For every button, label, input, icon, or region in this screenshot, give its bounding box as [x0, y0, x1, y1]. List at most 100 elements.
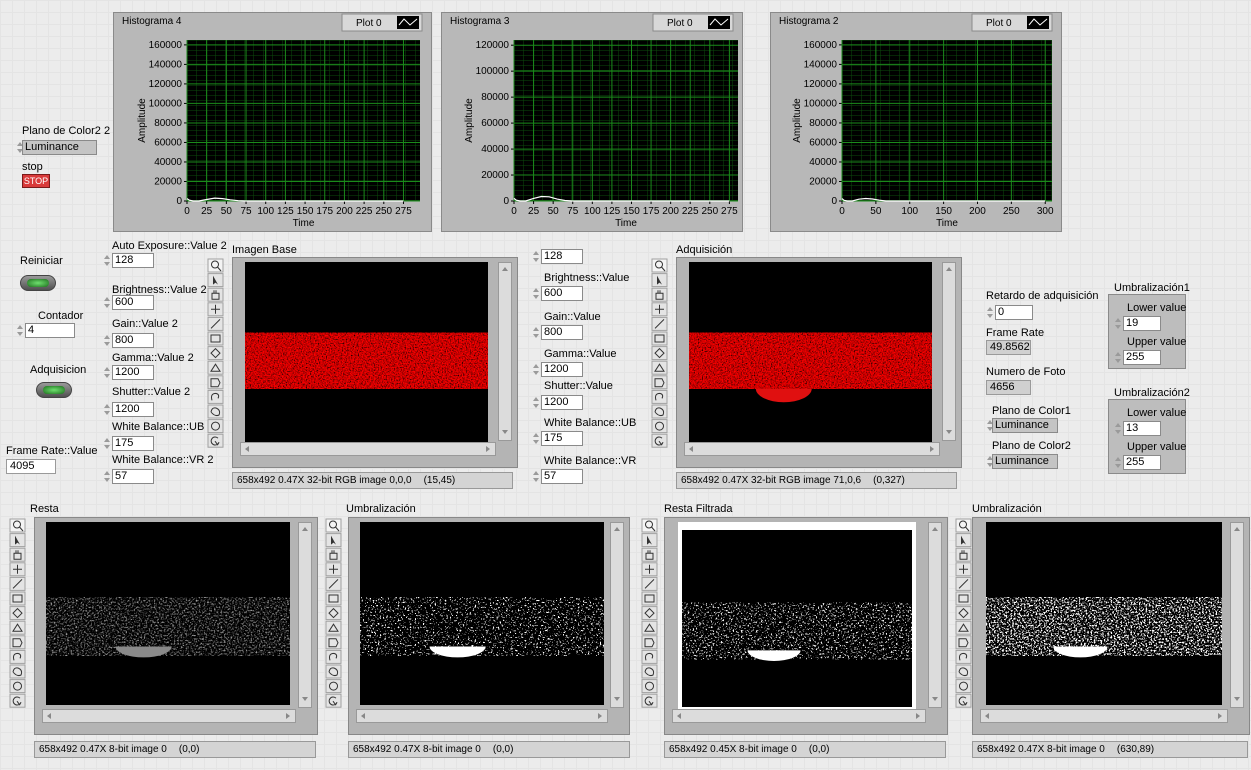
toolbar-button[interactable]: [652, 376, 667, 389]
toolbar-button[interactable]: [956, 592, 971, 605]
toolbar-button[interactable]: [956, 680, 971, 693]
numeric-control[interactable]: 1200: [541, 362, 583, 377]
ring-control[interactable]: Luminance: [992, 454, 1058, 469]
toolbar-button[interactable]: [208, 347, 223, 360]
numeric-control[interactable]: 1200: [112, 365, 154, 380]
toolbar-button[interactable]: [652, 303, 667, 316]
toolbar-button[interactable]: [208, 317, 223, 330]
toolbar-button[interactable]: [10, 636, 25, 649]
ring-control[interactable]: Luminance: [22, 140, 97, 155]
numeric-control[interactable]: 255: [1123, 455, 1161, 470]
toolbar-button[interactable]: [956, 665, 971, 678]
numeric-control[interactable]: 128: [541, 249, 583, 264]
toolbar-button[interactable]: [10, 621, 25, 634]
toolbar-button[interactable]: [208, 259, 223, 272]
toolbar-button[interactable]: [326, 592, 341, 605]
toolbar-button[interactable]: [652, 317, 667, 330]
toolbar-button[interactable]: [10, 694, 25, 707]
toolbar-button[interactable]: [326, 548, 341, 561]
numeric-control[interactable]: 800: [541, 325, 583, 340]
ring-control[interactable]: Luminance: [992, 418, 1058, 433]
toolbar-button[interactable]: [652, 390, 667, 403]
toolbar-button[interactable]: [326, 519, 341, 532]
toolbar-button[interactable]: [326, 650, 341, 663]
toolbar-button[interactable]: [208, 405, 223, 418]
toolbar-button[interactable]: [642, 694, 657, 707]
toolbar-button[interactable]: [642, 607, 657, 620]
toolbar-button[interactable]: [208, 390, 223, 403]
numeric-control[interactable]: 4: [25, 323, 75, 338]
toolbar-button[interactable]: [642, 548, 657, 561]
toolbar-button[interactable]: [10, 563, 25, 576]
toolbar-button[interactable]: [10, 548, 25, 561]
toolbar-button[interactable]: [652, 361, 667, 374]
toolbar-button[interactable]: [10, 650, 25, 663]
toolbar-button[interactable]: [208, 303, 223, 316]
toolbar-button[interactable]: [208, 434, 223, 447]
toolbar-button[interactable]: [10, 607, 25, 620]
numeric-control[interactable]: 800: [112, 333, 154, 348]
toolbar-button[interactable]: [326, 694, 341, 707]
toolbar-button[interactable]: [652, 288, 667, 301]
toolbar-button[interactable]: [652, 434, 667, 447]
toolbar-button[interactable]: [642, 592, 657, 605]
toolbar-button[interactable]: [642, 563, 657, 576]
toolbar-button[interactable]: [10, 519, 25, 532]
toolbar-button[interactable]: [956, 621, 971, 634]
toolbar-button[interactable]: [326, 636, 341, 649]
toolbar-button[interactable]: [10, 577, 25, 590]
toolbar-button[interactable]: [208, 361, 223, 374]
numeric-control[interactable]: 19: [1123, 316, 1161, 331]
toolbar-button[interactable]: [326, 665, 341, 678]
toolbar-button[interactable]: [642, 650, 657, 663]
toolbar-button[interactable]: [652, 274, 667, 287]
toolbar-button[interactable]: [208, 420, 223, 433]
numeric-control[interactable]: 255: [1123, 350, 1161, 365]
toolbar-button[interactable]: [652, 420, 667, 433]
toolbar-button[interactable]: [326, 607, 341, 620]
toolbar-button[interactable]: [208, 376, 223, 389]
numeric-control[interactable]: 1200: [541, 395, 583, 410]
numeric-control[interactable]: 57: [112, 469, 154, 484]
toolbar-button[interactable]: [10, 592, 25, 605]
toolbar-button[interactable]: [652, 405, 667, 418]
toolbar-button[interactable]: [956, 577, 971, 590]
toolbar-button[interactable]: [326, 577, 341, 590]
numeric-control[interactable]: 600: [541, 286, 583, 301]
toolbar-button[interactable]: [10, 534, 25, 547]
toolbar-button[interactable]: [642, 680, 657, 693]
toolbar-button[interactable]: [956, 607, 971, 620]
toolbar-button[interactable]: [956, 694, 971, 707]
toolbar-button[interactable]: [642, 665, 657, 678]
toolbar-button[interactable]: [326, 680, 341, 693]
numeric-control[interactable]: 57: [541, 469, 583, 484]
toolbar-button[interactable]: [208, 274, 223, 287]
toolbar-button[interactable]: [956, 650, 971, 663]
toggle-button[interactable]: [36, 382, 72, 398]
toolbar-button[interactable]: [956, 548, 971, 561]
toolbar-button[interactable]: [642, 621, 657, 634]
numeric-control[interactable]: 175: [112, 436, 154, 451]
toolbar-button[interactable]: [642, 577, 657, 590]
toolbar-button[interactable]: [652, 259, 667, 272]
numeric-control[interactable]: 0: [995, 305, 1033, 320]
toolbar-button[interactable]: [208, 288, 223, 301]
toolbar-button[interactable]: [956, 534, 971, 547]
toolbar-button[interactable]: [326, 563, 341, 576]
numeric-control[interactable]: 1200: [112, 402, 154, 417]
toolbar-button[interactable]: [642, 534, 657, 547]
toolbar-button[interactable]: [642, 636, 657, 649]
toggle-button[interactable]: [20, 275, 56, 291]
stop-button[interactable]: STOP: [22, 174, 50, 188]
toolbar-button[interactable]: [642, 519, 657, 532]
toolbar-button[interactable]: [326, 621, 341, 634]
numeric-control[interactable]: 600: [112, 295, 154, 310]
toolbar-button[interactable]: [10, 680, 25, 693]
toolbar-button[interactable]: [10, 665, 25, 678]
numeric-control[interactable]: 128: [112, 253, 154, 268]
toolbar-button[interactable]: [956, 636, 971, 649]
toolbar-button[interactable]: [652, 332, 667, 345]
toolbar-button[interactable]: [326, 534, 341, 547]
numeric-control[interactable]: 175: [541, 431, 583, 446]
toolbar-button[interactable]: [956, 563, 971, 576]
